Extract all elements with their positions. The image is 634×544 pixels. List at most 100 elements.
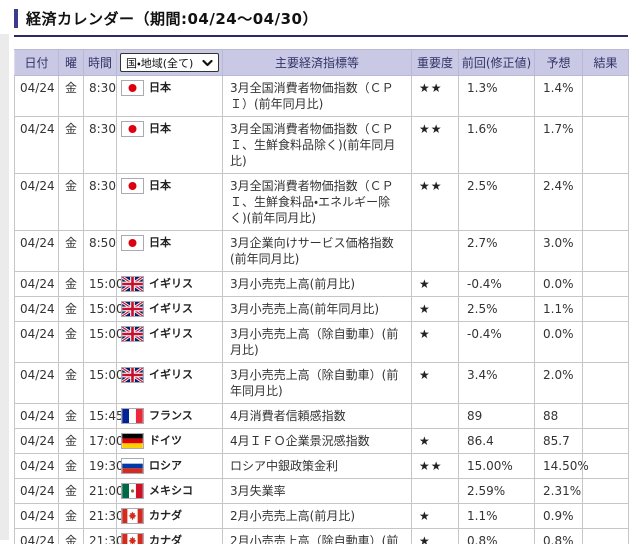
time-cell: 15:00	[83, 271, 124, 297]
previous-value-cell: 2.59%	[458, 478, 535, 504]
importance-stars: ★	[411, 528, 459, 544]
previous-value-cell: 2.5%	[458, 296, 535, 322]
time-cell: 21:30	[83, 528, 124, 544]
region-filter-select[interactable]: 国・地域(全て)	[120, 53, 219, 72]
importance-stars: ★★	[411, 116, 459, 174]
table-row: 04/24 金 15:00 イギリス 3月小売売上高（除自動車）(前年同月比) …	[14, 362, 629, 404]
day-cell: 金	[58, 296, 84, 322]
time-cell: 15:00	[83, 362, 124, 404]
col-header-time: 時間	[83, 49, 117, 76]
previous-value-cell: -0.4%	[458, 271, 535, 297]
day-cell: 金	[58, 403, 84, 429]
flag-jp-icon	[122, 236, 143, 250]
result-value-cell	[582, 296, 629, 322]
page-title-block: 経済カレンダー（期間:04/24～04/30）	[14, 8, 628, 37]
importance-stars: ★★	[411, 173, 459, 231]
country-name: メキシコ	[149, 484, 193, 497]
forecast-value-cell: 1.4%	[534, 75, 583, 117]
indicator-cell: 3月小売売上高(前月比)	[222, 271, 412, 297]
table-row: 04/24 金 21:00 メキシコ 3月失業率 2.59% 2.31%	[14, 478, 629, 504]
indicator-cell: 3月小売売上高(前年同月比)	[222, 296, 412, 322]
time-cell: 15:45	[83, 403, 124, 429]
time-cell: 17:00	[83, 428, 124, 454]
result-value-cell	[582, 230, 629, 272]
country-cell: 日本	[116, 173, 223, 231]
country-name: カナダ	[149, 534, 182, 544]
flag-uk-icon	[122, 327, 143, 341]
result-value-cell	[582, 478, 629, 504]
forecast-value-cell: 0.0%	[534, 271, 583, 297]
date-cell: 04/24	[14, 321, 59, 363]
country-cell: カナダ	[116, 503, 223, 529]
country-name: イギリス	[149, 327, 193, 340]
flag-jp-icon	[122, 122, 143, 136]
importance-stars	[411, 478, 459, 504]
importance-stars: ★★	[411, 453, 459, 479]
result-value-cell	[582, 453, 629, 479]
result-value-cell	[582, 75, 629, 117]
table-row: 04/24 金 15:00 イギリス 3月小売売上高（除自動車）(前月比) ★ …	[14, 321, 629, 363]
col-header-importance: 重要度	[411, 49, 459, 76]
time-cell: 15:00	[83, 296, 124, 322]
country-cell: 日本	[116, 75, 223, 117]
time-cell: 15:00	[83, 321, 124, 363]
day-cell: 金	[58, 362, 84, 404]
forecast-value-cell: 0.9%	[534, 503, 583, 529]
forecast-value-cell: 0.8%	[534, 528, 583, 544]
previous-value-cell: 1.3%	[458, 75, 535, 117]
time-cell: 8:30	[83, 116, 117, 174]
calendar-table-body: 04/24 金 8:30 日本 3月全国消費者物価指数（ＣＰＩ）(前年同月比) …	[14, 75, 629, 544]
importance-stars: ★★	[411, 75, 459, 117]
col-header-date: 日付	[14, 49, 59, 76]
result-value-cell	[582, 271, 629, 297]
country-name: ドイツ	[149, 434, 182, 447]
indicator-cell: 2月小売売上高（除自動車）(前月比)	[222, 528, 412, 544]
indicator-cell: 3月全国消費者物価指数（ＣＰＩ、生鮮食料品除く)(前年同月比)	[222, 116, 412, 174]
indicator-cell: 3月失業率	[222, 478, 412, 504]
table-row: 04/24 金 15:45 フランス 4月消費者信頼感指数 89 88	[14, 403, 629, 429]
indicator-cell: 3月全国消費者物価指数（ＣＰＩ）(前年同月比)	[222, 75, 412, 117]
date-cell: 04/24	[14, 428, 59, 454]
date-cell: 04/24	[14, 503, 59, 529]
country-cell: イギリス	[116, 296, 223, 322]
importance-stars: ★	[411, 321, 459, 363]
col-header-indicator: 主要経済指標等	[222, 49, 412, 76]
time-cell: 21:30	[83, 503, 124, 529]
flag-fr-icon	[122, 409, 143, 423]
previous-value-cell: 0.8%	[458, 528, 535, 544]
importance-stars: ★	[411, 296, 459, 322]
time-cell: 8:50	[83, 230, 117, 272]
indicator-cell: 4月ＩＦＯ企業景況感指数	[222, 428, 412, 454]
country-cell: イギリス	[116, 362, 223, 404]
forecast-value-cell: 1.1%	[534, 296, 583, 322]
flag-uk-icon	[122, 368, 143, 382]
chevron-down-icon	[202, 59, 213, 67]
previous-value-cell: 1.6%	[458, 116, 535, 174]
flag-uk-icon	[122, 302, 143, 316]
date-cell: 04/24	[14, 271, 59, 297]
time-cell: 19:30	[83, 453, 124, 479]
flag-ru-icon	[122, 459, 143, 473]
previous-value-cell: 1.1%	[458, 503, 535, 529]
indicator-cell: 2月小売売上高(前月比)	[222, 503, 412, 529]
table-row: 04/24 金 8:50 日本 3月企業向けサービス価格指数(前年同月比) 2.…	[14, 230, 629, 272]
day-cell: 金	[58, 75, 84, 117]
country-cell: イギリス	[116, 271, 223, 297]
importance-stars: ★	[411, 428, 459, 454]
indicator-cell: ロシア中銀政策金利	[222, 453, 412, 479]
importance-stars	[411, 230, 459, 272]
country-name: カナダ	[149, 509, 182, 522]
page-title: 経済カレンダー（期間:04/24～04/30）	[26, 10, 318, 28]
page-left-gutter	[0, 34, 9, 540]
date-cell: 04/24	[14, 230, 59, 272]
flag-de-icon	[122, 434, 143, 448]
table-row: 04/24 金 15:00 イギリス 3月小売売上高(前月比) ★ -0.4% …	[14, 271, 629, 297]
indicator-cell: 3月小売売上高（除自動車）(前年同月比)	[222, 362, 412, 404]
date-cell: 04/24	[14, 173, 59, 231]
importance-stars: ★	[411, 362, 459, 404]
indicator-cell: 3月小売売上高（除自動車）(前月比)	[222, 321, 412, 363]
country-cell: イギリス	[116, 321, 223, 363]
country-name: イギリス	[149, 368, 193, 381]
col-header-region: 国・地域(全て)	[116, 49, 223, 76]
forecast-value-cell: 2.0%	[534, 362, 583, 404]
